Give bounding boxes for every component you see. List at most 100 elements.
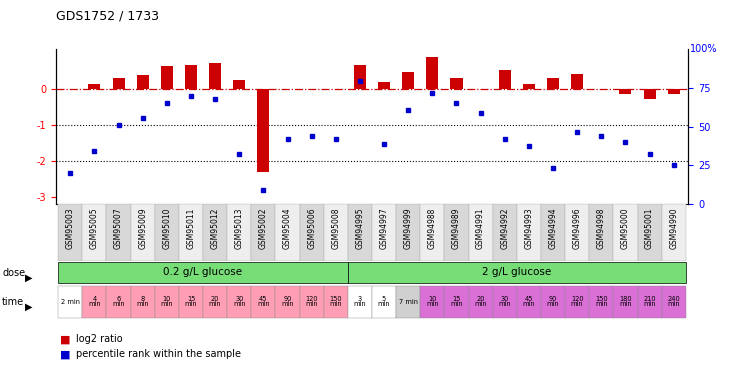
Bar (275, 204, 300, 261)
Text: 0.2 g/L glucose: 0.2 g/L glucose (164, 267, 243, 278)
Text: 45
min: 45 min (257, 296, 269, 307)
Text: GSM94994: GSM94994 (548, 207, 557, 249)
Text: 2 min: 2 min (61, 299, 80, 305)
Text: ■: ■ (60, 334, 70, 344)
Bar (541, 286, 565, 318)
Text: GSM94992: GSM94992 (500, 207, 509, 249)
Text: GSM95012: GSM95012 (211, 207, 219, 249)
Text: 8
min: 8 min (136, 296, 149, 307)
Bar (661, 204, 686, 261)
Text: 10
min: 10 min (426, 296, 439, 307)
Text: 20
min: 20 min (209, 296, 222, 307)
Text: ■: ■ (60, 350, 70, 359)
Text: GSM94998: GSM94998 (597, 207, 606, 249)
Bar (300, 286, 324, 318)
Bar (185, 65, 197, 88)
Text: 150
min: 150 min (330, 296, 342, 307)
Bar (161, 66, 173, 88)
Bar (493, 286, 517, 318)
Bar (667, 88, 680, 94)
Text: GSM95005: GSM95005 (90, 207, 99, 249)
Bar (547, 78, 559, 88)
Text: GSM95011: GSM95011 (187, 207, 196, 249)
Text: 45
min: 45 min (522, 296, 535, 307)
Bar (517, 286, 541, 318)
Text: percentile rank within the sample: percentile rank within the sample (76, 350, 241, 359)
Bar (348, 262, 686, 283)
Bar (300, 204, 324, 261)
Bar (613, 204, 638, 261)
Text: 6
min: 6 min (112, 296, 125, 307)
Text: GSM95009: GSM95009 (138, 207, 147, 249)
Bar (523, 84, 535, 88)
Text: GSM95010: GSM95010 (162, 207, 171, 249)
Text: GSM95004: GSM95004 (283, 207, 292, 249)
Text: 120
min: 120 min (305, 296, 318, 307)
Bar (565, 286, 589, 318)
Text: 180
min: 180 min (619, 296, 632, 307)
Bar (58, 204, 83, 261)
Text: ▶: ▶ (25, 273, 33, 282)
Text: 10
min: 10 min (161, 296, 173, 307)
Bar (372, 286, 396, 318)
Text: GSM95006: GSM95006 (307, 207, 316, 249)
Text: 100%: 100% (690, 44, 717, 54)
Text: 120
min: 120 min (571, 296, 583, 307)
Bar (620, 88, 632, 94)
Text: 210
min: 210 min (644, 296, 656, 307)
Bar (469, 286, 493, 318)
Text: dose: dose (2, 268, 25, 278)
Bar (275, 286, 300, 318)
Text: 4
min: 4 min (88, 296, 100, 307)
Bar (475, 88, 487, 89)
Bar (469, 204, 493, 261)
Bar (498, 70, 511, 88)
Bar (251, 204, 275, 261)
Text: 20
min: 20 min (475, 296, 487, 307)
Bar (517, 204, 541, 261)
Bar (493, 204, 517, 261)
Bar (251, 286, 275, 318)
Bar (444, 204, 469, 261)
Bar (396, 286, 420, 318)
Bar (203, 286, 227, 318)
Bar (565, 204, 589, 261)
Bar (324, 286, 348, 318)
Bar (595, 88, 607, 89)
Bar (106, 204, 131, 261)
Text: 7 min: 7 min (399, 299, 417, 305)
Bar (420, 204, 444, 261)
Text: GSM95000: GSM95000 (621, 207, 630, 249)
Bar (589, 286, 613, 318)
Bar (348, 286, 372, 318)
Text: GSM94996: GSM94996 (573, 207, 582, 249)
Bar (378, 82, 390, 88)
Bar (179, 286, 203, 318)
Text: 3
min: 3 min (353, 296, 366, 307)
Bar (330, 88, 341, 89)
Text: ▶: ▶ (25, 302, 33, 312)
Bar (203, 204, 227, 261)
Text: 150
min: 150 min (595, 296, 608, 307)
Bar (644, 88, 655, 99)
Text: GSM95013: GSM95013 (235, 207, 244, 249)
Text: GDS1752 / 1733: GDS1752 / 1733 (56, 9, 158, 22)
Bar (257, 88, 269, 172)
Text: GSM94991: GSM94991 (476, 207, 485, 249)
Bar (155, 204, 179, 261)
Bar (638, 286, 661, 318)
Text: GSM95007: GSM95007 (114, 207, 123, 249)
Bar (444, 286, 469, 318)
Text: GSM94997: GSM94997 (379, 207, 388, 249)
Text: 90
min: 90 min (281, 296, 294, 307)
Bar (179, 204, 203, 261)
Bar (613, 286, 638, 318)
Text: GSM95008: GSM95008 (331, 207, 340, 249)
Text: GSM94988: GSM94988 (428, 207, 437, 249)
Bar (426, 57, 438, 88)
Bar (541, 204, 565, 261)
Text: GSM94989: GSM94989 (452, 207, 461, 249)
Text: 15
min: 15 min (185, 296, 197, 307)
Bar (227, 204, 251, 261)
Bar (58, 286, 83, 318)
